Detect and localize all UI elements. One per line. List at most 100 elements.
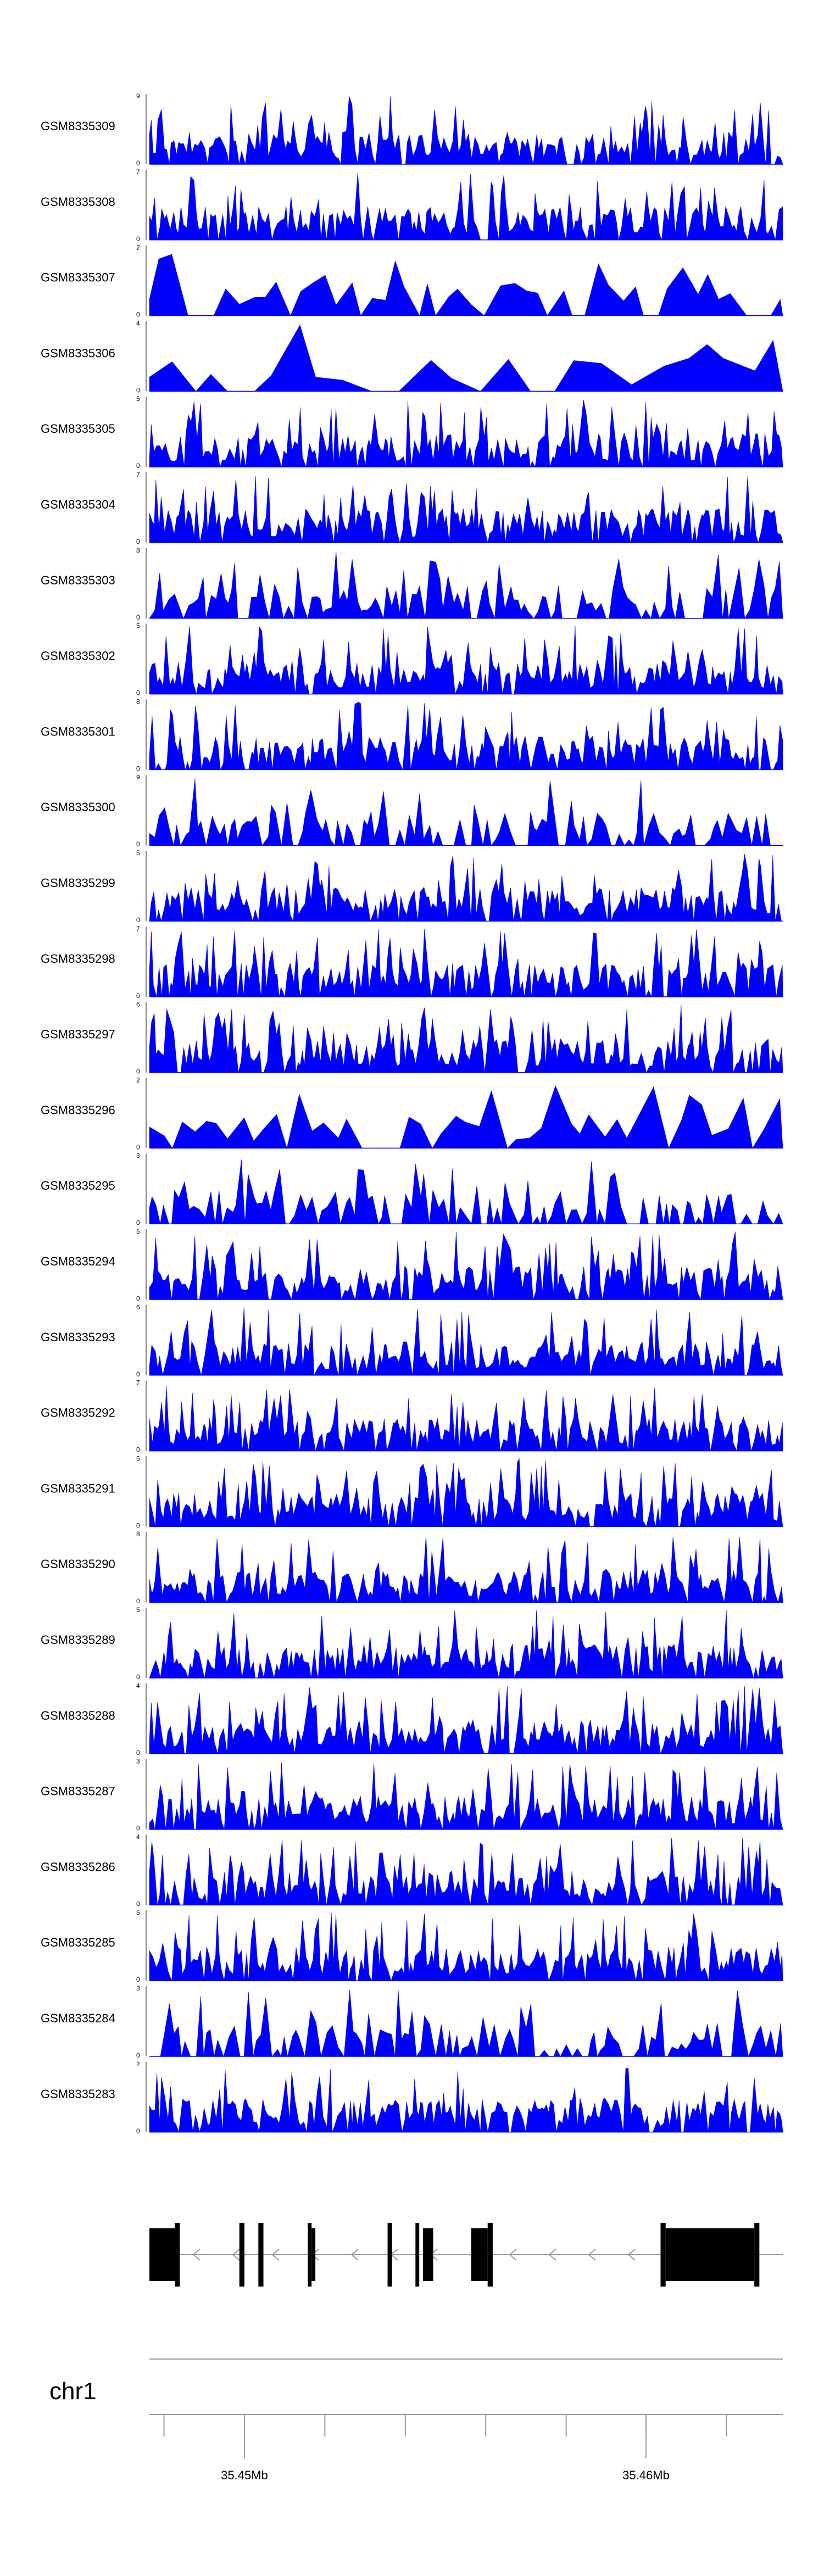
gene-model-track	[149, 2223, 783, 2287]
track-ymin-label: 0	[136, 1900, 140, 1908]
track-ymin-label: 0	[136, 1219, 140, 1226]
track-ymax-label: 5	[136, 1909, 140, 1916]
coverage-track: GSM8335287 3 0	[41, 1758, 783, 1832]
coverage-track: GSM8335307 2 0	[41, 244, 783, 319]
coverage-track: GSM8335308 7 0	[41, 168, 783, 243]
track-label: GSM8335304	[41, 498, 115, 511]
coverage-track: GSM8335309 9 0	[41, 92, 783, 167]
coverage-track: GSM8335289 5 0	[41, 1606, 783, 1681]
coverage-area	[149, 551, 783, 619]
track-ymin-label: 0	[136, 538, 140, 545]
track-ymin-label: 0	[136, 159, 140, 167]
coverage-area	[149, 1307, 783, 1376]
coverage-track: GSM8335283 2 0	[41, 2060, 783, 2135]
strand-arrow-icon	[509, 2249, 517, 2261]
track-ymin-label: 0	[136, 765, 140, 772]
coverage-area	[149, 1535, 783, 1603]
track-label: GSM8335306	[41, 346, 115, 360]
coverage-area	[149, 1458, 783, 1527]
track-ymin-label: 0	[136, 1370, 140, 1378]
exon	[149, 2228, 175, 2281]
coverage-area	[149, 172, 783, 241]
track-ymax-label: 4	[136, 1833, 140, 1841]
coverage-area	[149, 854, 783, 922]
track-ymin-label: 0	[136, 2051, 140, 2059]
track-ymin-label: 0	[136, 1295, 140, 1302]
track-label: GSM8335303	[41, 573, 115, 587]
track-ymax-label: 2	[136, 2060, 140, 2068]
track-label: GSM8335291	[41, 1481, 115, 1495]
track-label: GSM8335309	[41, 119, 115, 133]
track-ymin-label: 0	[136, 2127, 140, 2135]
chromosome-label: chr1	[49, 2378, 97, 2405]
coverage-track: GSM8335284 3 0	[41, 1984, 783, 2059]
coverage-area	[149, 1004, 783, 1073]
coverage-area	[149, 1838, 783, 1906]
coverage-area	[149, 1762, 783, 1830]
track-ymin-label: 0	[136, 614, 140, 621]
track-ymax-label: 8	[136, 547, 140, 554]
track-ymax-label: 2	[136, 244, 140, 252]
coverage-track: GSM8335285 5 0	[41, 1909, 783, 1983]
exon	[258, 2223, 264, 2287]
track-label: GSM8335292	[41, 1406, 115, 1420]
track-label: GSM8335283	[41, 2087, 115, 2101]
track-ymax-label: 9	[136, 773, 140, 781]
track-ymax-label: 9	[136, 92, 140, 100]
coverage-area	[149, 1386, 783, 1452]
track-ymin-label: 0	[136, 992, 140, 1000]
coverage-area	[149, 399, 783, 468]
coverage-area	[149, 1159, 783, 1225]
coverage-area	[149, 626, 783, 695]
strand-arrow-icon	[232, 2249, 240, 2261]
coverage-track: GSM8335291 5 0	[41, 1454, 783, 1529]
coverage-tracks: GSM833530990GSM833530870GSM833530720GSM8…	[41, 92, 783, 2135]
coverage-track: GSM8335290 8 0	[41, 1530, 783, 1605]
exon	[471, 2228, 488, 2281]
track-ymin-label: 0	[136, 1749, 140, 1757]
exon	[387, 2223, 392, 2287]
coverage-track: GSM8335306 4 0	[41, 319, 783, 394]
track-ymin-label: 0	[136, 1446, 140, 1454]
coverage-area	[149, 1686, 783, 1754]
coverage-track: GSM8335299 5 0	[41, 849, 783, 924]
coverage-area	[149, 929, 783, 997]
coverage-area	[149, 254, 783, 316]
exon	[660, 2223, 666, 2287]
track-label: GSM8335288	[41, 1709, 115, 1722]
track-label: GSM8335293	[41, 1330, 115, 1344]
coverage-track: GSM8335295 3 0	[41, 1152, 783, 1226]
track-ymin-label: 0	[136, 1068, 140, 1075]
coverage-track: GSM8335303 8 0	[41, 547, 783, 621]
coverage-track: GSM8335298 7 0	[41, 925, 783, 1000]
position-label: 35.46Mb	[622, 2468, 670, 2482]
coverage-area	[149, 1913, 783, 1982]
track-label: GSM8335307	[41, 271, 115, 285]
track-ymax-label: 8	[136, 698, 140, 705]
track-ymin-label: 0	[136, 1976, 140, 1983]
coverage-track: GSM8335292 7 0	[41, 1379, 783, 1454]
coverage-area	[149, 1989, 783, 2058]
coverage-track: GSM8335297 6 0	[41, 1001, 783, 1075]
strand-arrow-icon	[350, 2249, 359, 2261]
exon	[311, 2228, 316, 2281]
track-ymax-label: 5	[136, 1606, 140, 1614]
track-label: GSM8335301	[41, 724, 115, 738]
track-ymax-label: 5	[136, 849, 140, 857]
track-label: GSM8335295	[41, 1179, 115, 1192]
track-label: GSM8335299	[41, 876, 115, 890]
track-label: GSM8335290	[41, 1557, 115, 1571]
exon	[754, 2223, 760, 2287]
track-label: GSM8335298	[41, 952, 115, 966]
track-ymin-label: 0	[136, 311, 140, 319]
coverage-track: GSM8335302 5 0	[41, 622, 783, 697]
exon	[423, 2228, 433, 2281]
track-label: GSM8335284	[41, 2011, 115, 2025]
exon	[487, 2223, 493, 2287]
coverage-track: GSM8335288 4 0	[41, 1682, 783, 1757]
track-ymax-label: 5	[136, 395, 140, 403]
coverage-area	[149, 778, 783, 846]
coverage-area	[149, 1085, 783, 1149]
strand-arrow-icon	[627, 2249, 636, 2261]
